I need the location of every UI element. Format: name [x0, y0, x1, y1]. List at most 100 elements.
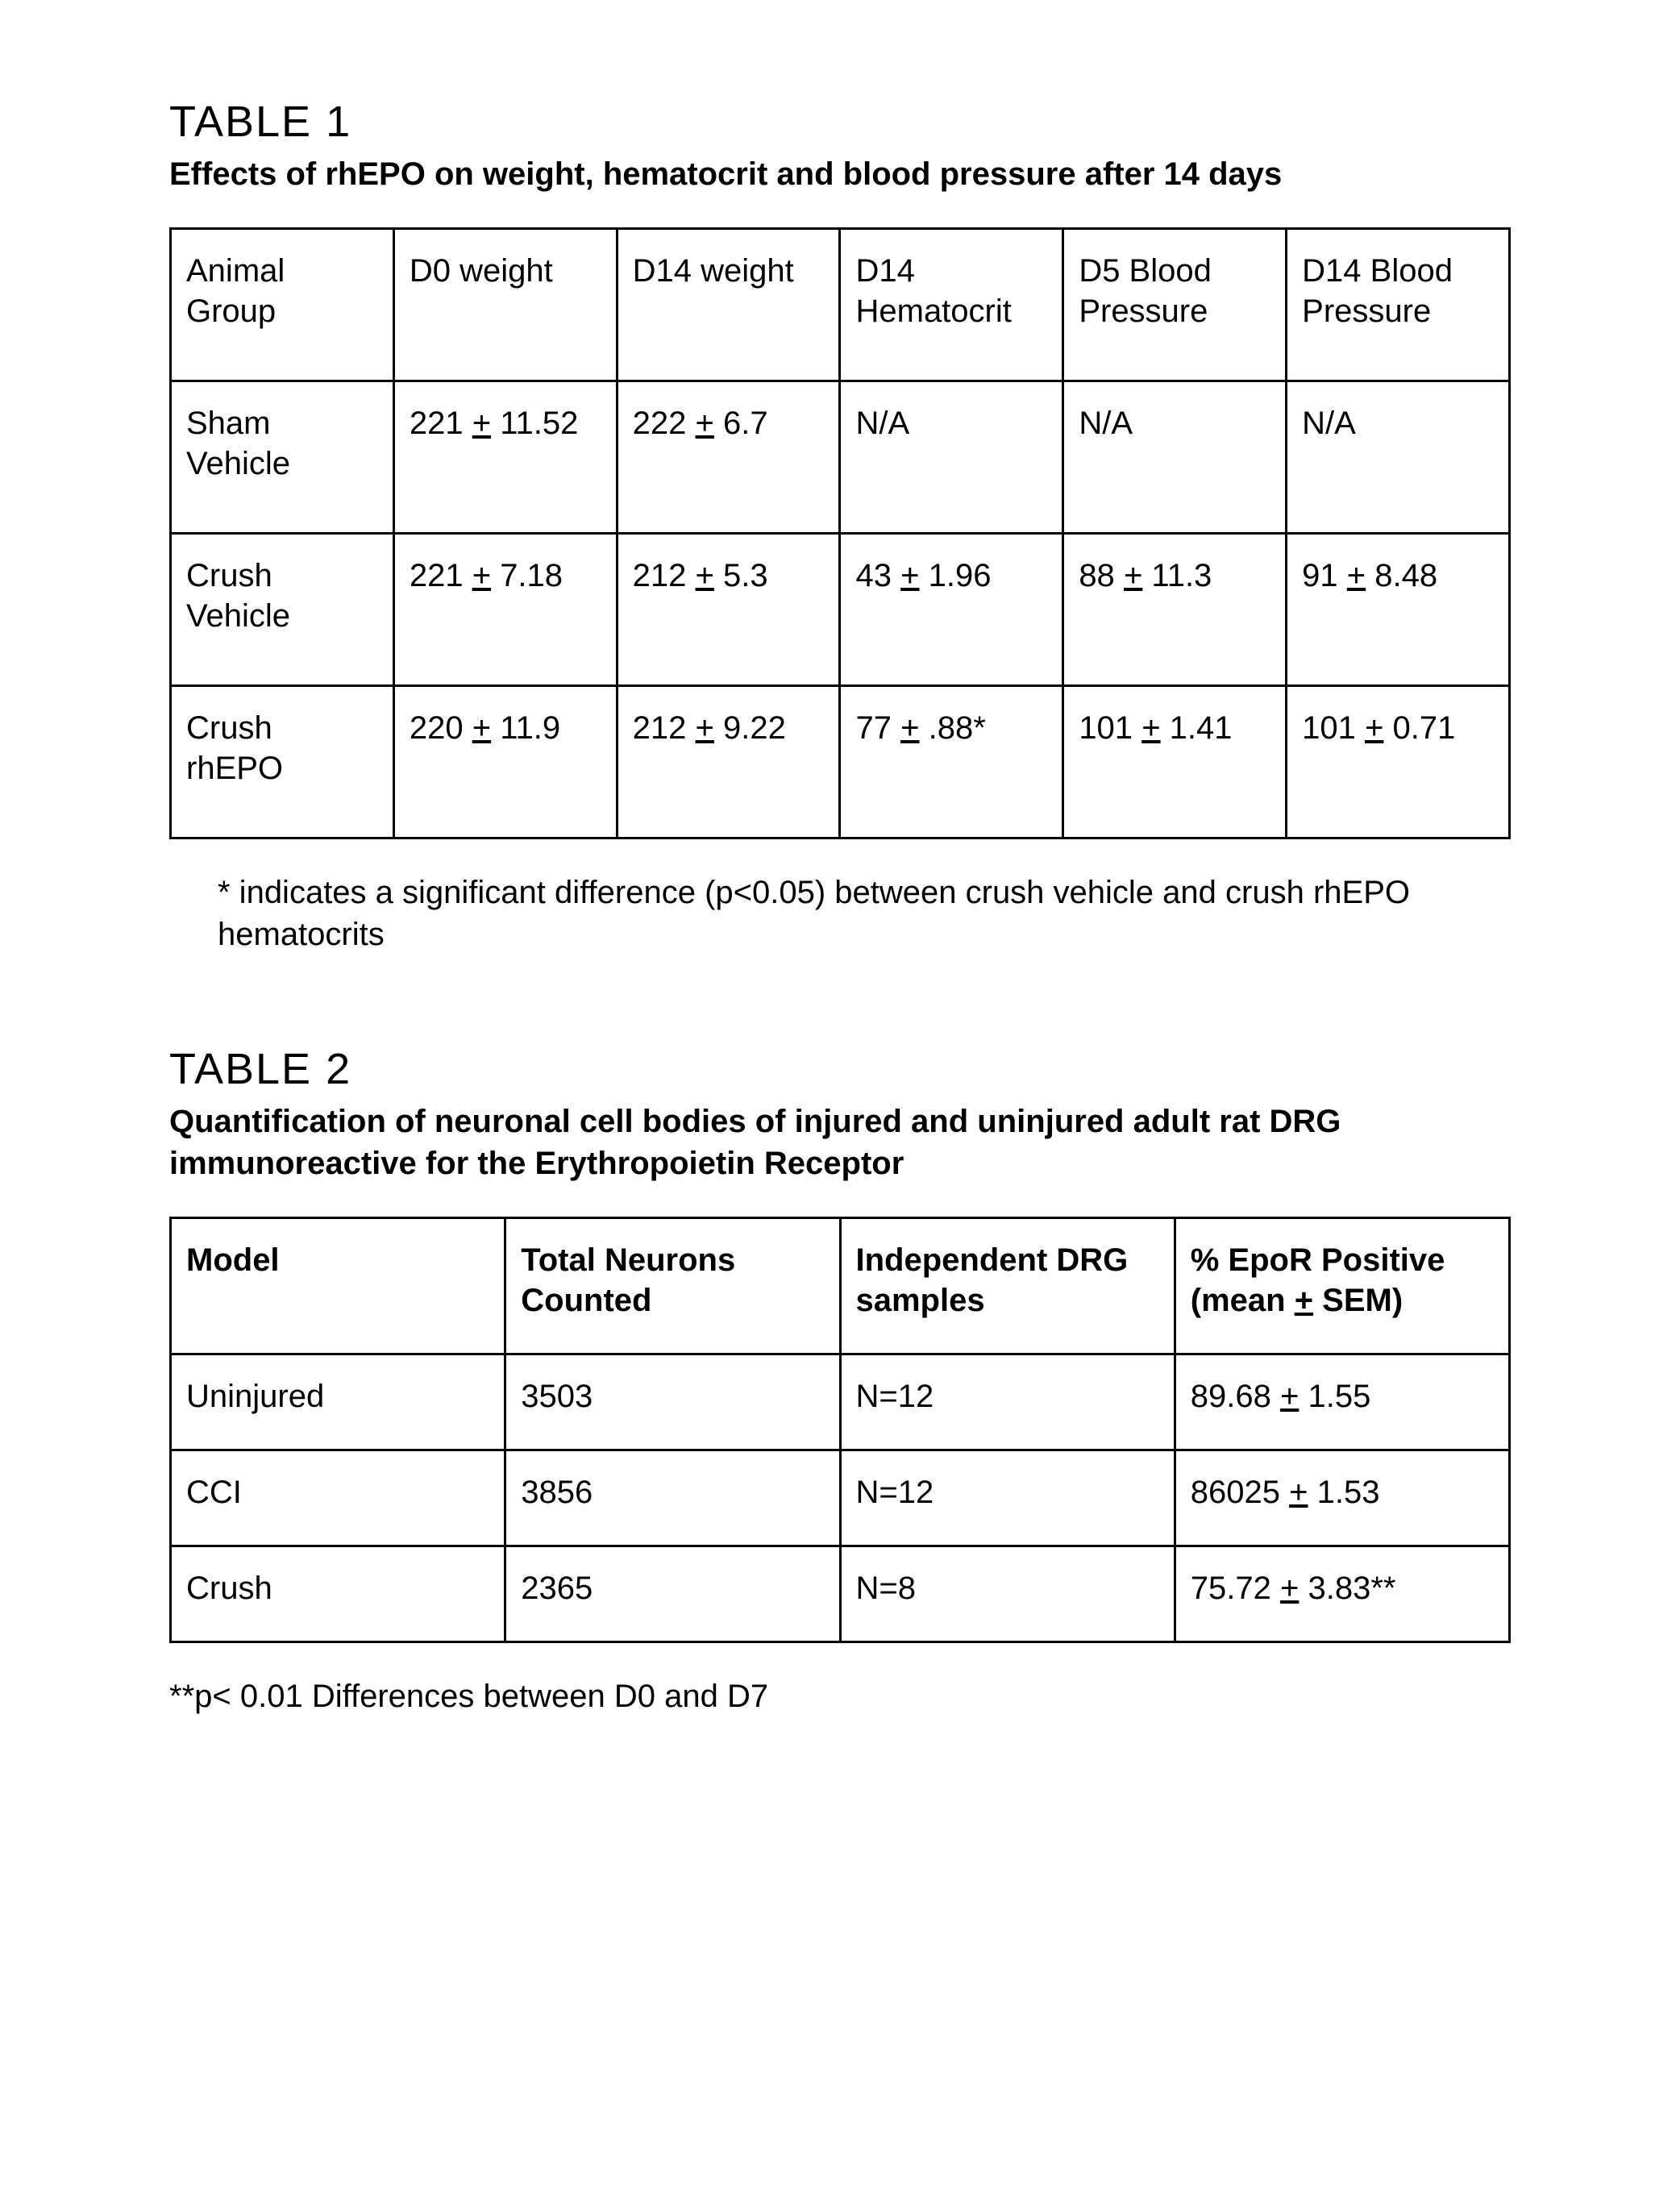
table2-header-row: Model Total Neurons Counted Independent …	[171, 1218, 1510, 1354]
cell-epor-positive: 89.68 + 1.55	[1175, 1354, 1509, 1450]
table2: Model Total Neurons Counted Independent …	[169, 1217, 1511, 1643]
cell-d5-bp: N/A	[1063, 381, 1287, 534]
value-mean: 212	[633, 558, 687, 593]
value-mean: 43	[855, 558, 892, 593]
value-sem: 11.52	[500, 406, 578, 441]
value-mean: 89.68	[1191, 1379, 1271, 1414]
plus-minus-icon: +	[1289, 1475, 1308, 1510]
cell-model: Crush	[171, 1546, 505, 1642]
header-text: SEM)	[1313, 1283, 1403, 1318]
table-row: Crush Vehicle 221 + 7.18 212 + 5.3 43 + …	[171, 534, 1510, 686]
plus-minus-icon: +	[696, 710, 714, 746]
table-row: Crush rhEPO 220 + 11.9 212 + 9.22 77 + .…	[171, 686, 1510, 838]
cell-group: Crush Vehicle	[171, 534, 394, 686]
table1-col-d14-bp: D14 Blood Pressure	[1287, 229, 1510, 381]
cell-d14-bp: 91 + 8.48	[1287, 534, 1510, 686]
value-sem: 11.3	[1151, 558, 1212, 593]
cell-d0-weight: 220 + 11.9	[393, 686, 617, 838]
cell-total-neurons: 3503	[505, 1354, 840, 1450]
plus-minus-icon: +	[1295, 1283, 1313, 1318]
value-mean: 77	[855, 710, 892, 746]
table2-subtitle: Quantification of neuronal cell bodies o…	[169, 1101, 1511, 1184]
value-mean: 222	[633, 406, 687, 441]
cell-model: CCI	[171, 1450, 505, 1546]
table2-col-epor-positive: % EpoR Positive (mean + SEM)	[1175, 1218, 1509, 1354]
plus-minus-icon: +	[1365, 710, 1383, 746]
value-mean: 91	[1302, 558, 1338, 593]
cell-samples: N=12	[840, 1450, 1175, 1546]
value-sem: 6.7	[723, 406, 768, 441]
value-mean: 88	[1079, 558, 1115, 593]
cell-samples: N=8	[840, 1546, 1175, 1642]
table-row: CCI 3856 N=12 86025 + 1.53	[171, 1450, 1510, 1546]
value-sem: 3.83	[1308, 1571, 1370, 1606]
table2-col-model: Model	[171, 1218, 505, 1354]
plus-minus-icon: +	[900, 558, 919, 593]
plus-minus-icon: +	[1280, 1571, 1299, 1606]
value-sem: .88	[929, 710, 974, 746]
plus-minus-icon: +	[1280, 1379, 1299, 1414]
value-mean: 75.72	[1191, 1571, 1271, 1606]
cell-group: Crush rhEPO	[171, 686, 394, 838]
table1-col-animal-group: Animal Group	[171, 229, 394, 381]
cell-total-neurons: 2365	[505, 1546, 840, 1642]
cell-d5-bp: 101 + 1.41	[1063, 686, 1287, 838]
value-sem: 9.22	[723, 710, 786, 746]
cell-total-neurons: 3856	[505, 1450, 840, 1546]
cell-d14-bp: N/A	[1287, 381, 1510, 534]
cell-d0-weight: 221 + 7.18	[393, 534, 617, 686]
value-sem: 1.55	[1308, 1379, 1370, 1414]
value-sem: 11.9	[500, 710, 560, 746]
value-mean: 101	[1302, 710, 1356, 746]
plus-minus-icon: +	[1124, 558, 1142, 593]
value-sem: 1.53	[1317, 1475, 1380, 1510]
table1: Animal Group D0 weight D14 weight D14 He…	[169, 227, 1511, 839]
cell-d14-weight: 212 + 5.3	[617, 534, 840, 686]
cell-d14-bp: 101 + 0.71	[1287, 686, 1510, 838]
value-mean: 221	[410, 558, 464, 593]
cell-d0-weight: 221 + 11.52	[393, 381, 617, 534]
plus-minus-icon: +	[696, 558, 714, 593]
cell-d5-bp: 88 + 11.3	[1063, 534, 1287, 686]
cell-epor-positive: 86025 + 1.53	[1175, 1450, 1509, 1546]
significance-flag: **	[1370, 1571, 1395, 1606]
significance-flag: *	[973, 710, 986, 746]
table1-footnote: * indicates a significant difference (p<…	[218, 872, 1511, 955]
cell-d14-hematocrit: N/A	[840, 381, 1063, 534]
cell-d14-weight: 212 + 9.22	[617, 686, 840, 838]
cell-model: Uninjured	[171, 1354, 505, 1450]
table1-col-d14-weight: D14 weight	[617, 229, 840, 381]
table1-header-row: Animal Group D0 weight D14 weight D14 He…	[171, 229, 1510, 381]
table1-col-d5-bp: D5 Blood Pressure	[1063, 229, 1287, 381]
plus-minus-icon: +	[472, 710, 491, 746]
table2-col-samples: Independent DRG samples	[840, 1218, 1175, 1354]
cell-epor-positive: 75.72 + 3.83**	[1175, 1546, 1509, 1642]
value-sem: 8.48	[1374, 558, 1437, 593]
value-mean: 101	[1079, 710, 1133, 746]
value-sem: 7.18	[500, 558, 563, 593]
cell-samples: N=12	[840, 1354, 1175, 1450]
value-sem: 0.71	[1393, 710, 1456, 746]
cell-d14-weight: 222 + 6.7	[617, 381, 840, 534]
value-mean: 86025	[1191, 1475, 1280, 1510]
plus-minus-icon: +	[1141, 710, 1160, 746]
table-row: Uninjured 3503 N=12 89.68 + 1.55	[171, 1354, 1510, 1450]
cell-group: Sham Vehicle	[171, 381, 394, 534]
table-row: Crush 2365 N=8 75.72 + 3.83**	[171, 1546, 1510, 1642]
value-sem: 5.3	[723, 558, 768, 593]
value-mean: 212	[633, 710, 687, 746]
plus-minus-icon: +	[472, 558, 491, 593]
value-sem: 1.96	[929, 558, 992, 593]
value-mean: 220	[410, 710, 464, 746]
plus-minus-icon: +	[696, 406, 714, 441]
table2-title: TABLE 2	[169, 1044, 1511, 1094]
plus-minus-icon: +	[1347, 558, 1366, 593]
table1-col-d14-hematocrit: D14 Hematocrit	[840, 229, 1063, 381]
table2-footnote: **p< 0.01 Differences between D0 and D7	[169, 1675, 1511, 1717]
value-mean: 221	[410, 406, 464, 441]
table1-col-d0-weight: D0 weight	[393, 229, 617, 381]
cell-d14-hematocrit: 43 + 1.96	[840, 534, 1063, 686]
table-row: Sham Vehicle 221 + 11.52 222 + 6.7 N/A N…	[171, 381, 1510, 534]
table2-col-total-neurons: Total Neurons Counted	[505, 1218, 840, 1354]
plus-minus-icon: +	[472, 406, 491, 441]
